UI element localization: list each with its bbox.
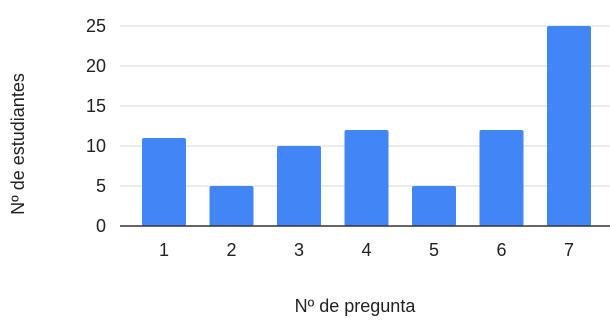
- y-axis-title: Nº de estudiantes: [8, 73, 28, 215]
- bar-2: [209, 186, 254, 226]
- gridlines: [120, 25, 610, 187]
- x-tick-label: 6: [496, 240, 506, 260]
- y-tick-labels: 0 5 10 15 20 25: [86, 16, 106, 236]
- bar-3: [277, 146, 321, 226]
- bar-4: [344, 130, 389, 226]
- y-tick-label: 0: [96, 216, 106, 236]
- bars: [142, 26, 591, 226]
- y-tick-label: 15: [86, 96, 106, 116]
- x-axis-title: Nº de pregunta: [295, 296, 417, 316]
- y-tick-label: 10: [86, 136, 106, 156]
- bar-1: [142, 138, 186, 226]
- y-tick-label: 20: [86, 56, 106, 76]
- x-tick-label: 2: [226, 240, 236, 260]
- x-tick-label: 7: [564, 240, 574, 260]
- bar-7: [547, 26, 591, 226]
- bar-5: [412, 186, 456, 226]
- bar-6: [479, 130, 524, 226]
- y-tick-label: 5: [96, 176, 106, 196]
- x-tick-label: 5: [429, 240, 439, 260]
- y-tick-label: 25: [86, 16, 106, 36]
- x-tick-label: 1: [159, 240, 169, 260]
- x-tick-labels: 1 2 3 4 5 6 7: [159, 240, 574, 260]
- x-tick-label: 3: [294, 240, 304, 260]
- x-tick-label: 4: [361, 240, 371, 260]
